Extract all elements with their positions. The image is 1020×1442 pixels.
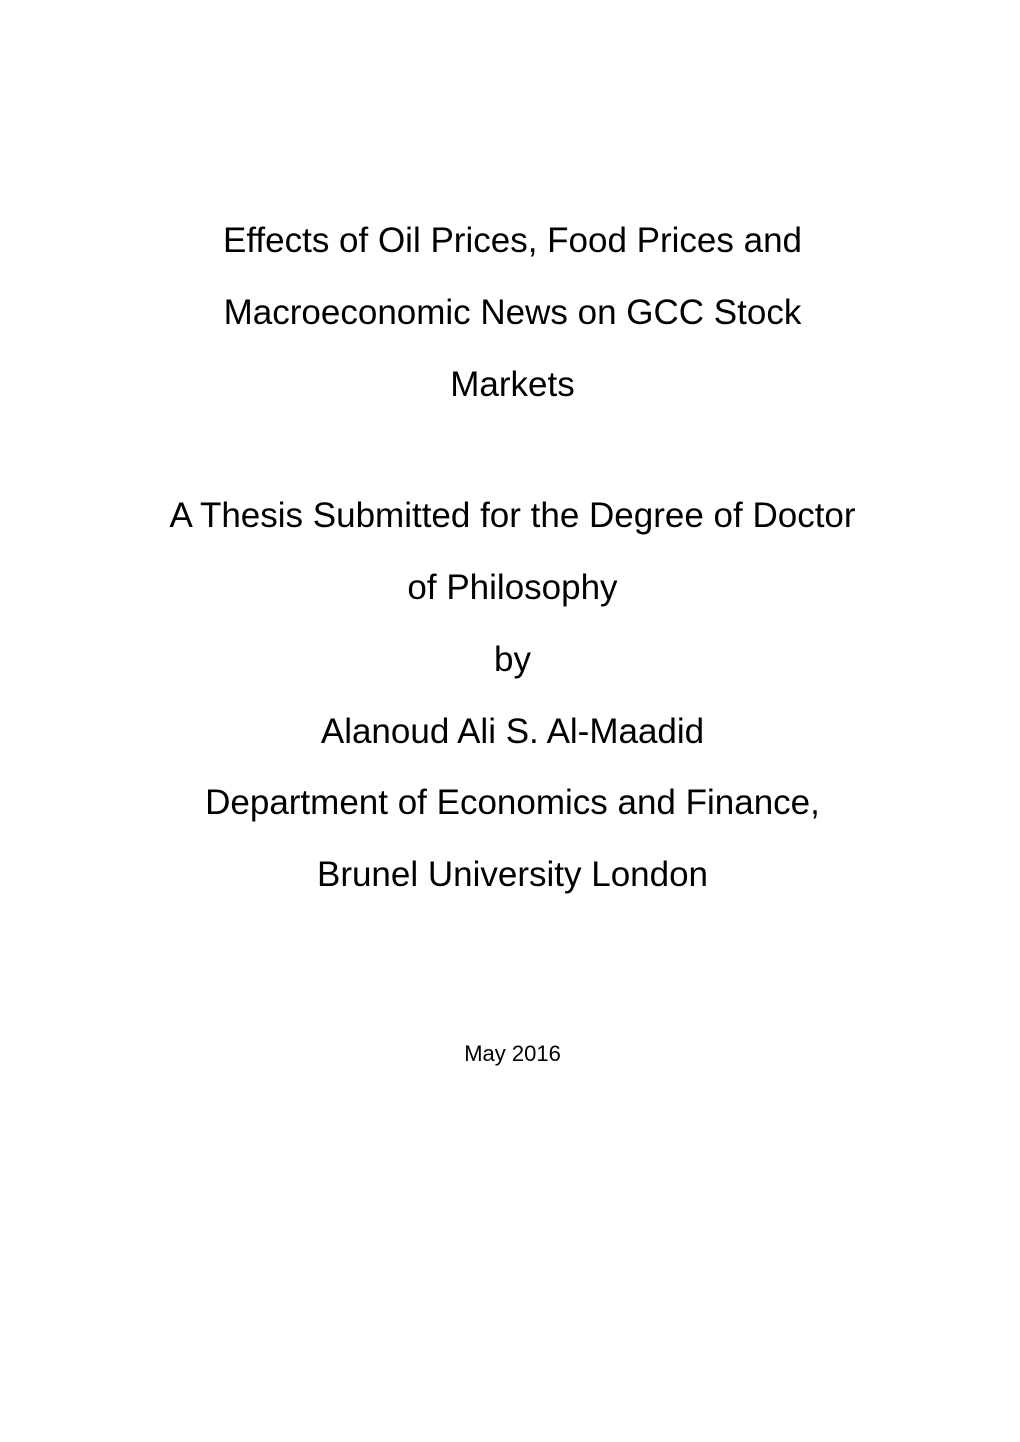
title-line-2: Macroeconomic News on GCC Stock (120, 277, 905, 349)
date-text: May 2016 (464, 1041, 561, 1066)
subtitle-block: A Thesis Submitted for the Degree of Doc… (120, 480, 905, 911)
degree-line-1: A Thesis Submitted for the Degree of Doc… (120, 480, 905, 552)
department-line: Department of Economics and Finance, (120, 767, 905, 839)
title-block: Effects of Oil Prices, Food Prices and M… (120, 205, 905, 420)
date-block: May 2016 (120, 1041, 905, 1067)
university-line: Brunel University London (120, 839, 905, 911)
author-line: Alanoud Ali S. Al-Maadid (120, 696, 905, 768)
thesis-title-page: Effects of Oil Prices, Food Prices and M… (0, 0, 1020, 1442)
by-line: by (120, 624, 905, 696)
title-line-1: Effects of Oil Prices, Food Prices and (120, 205, 905, 277)
title-line-3: Markets (120, 349, 905, 421)
degree-line-2: of Philosophy (120, 552, 905, 624)
